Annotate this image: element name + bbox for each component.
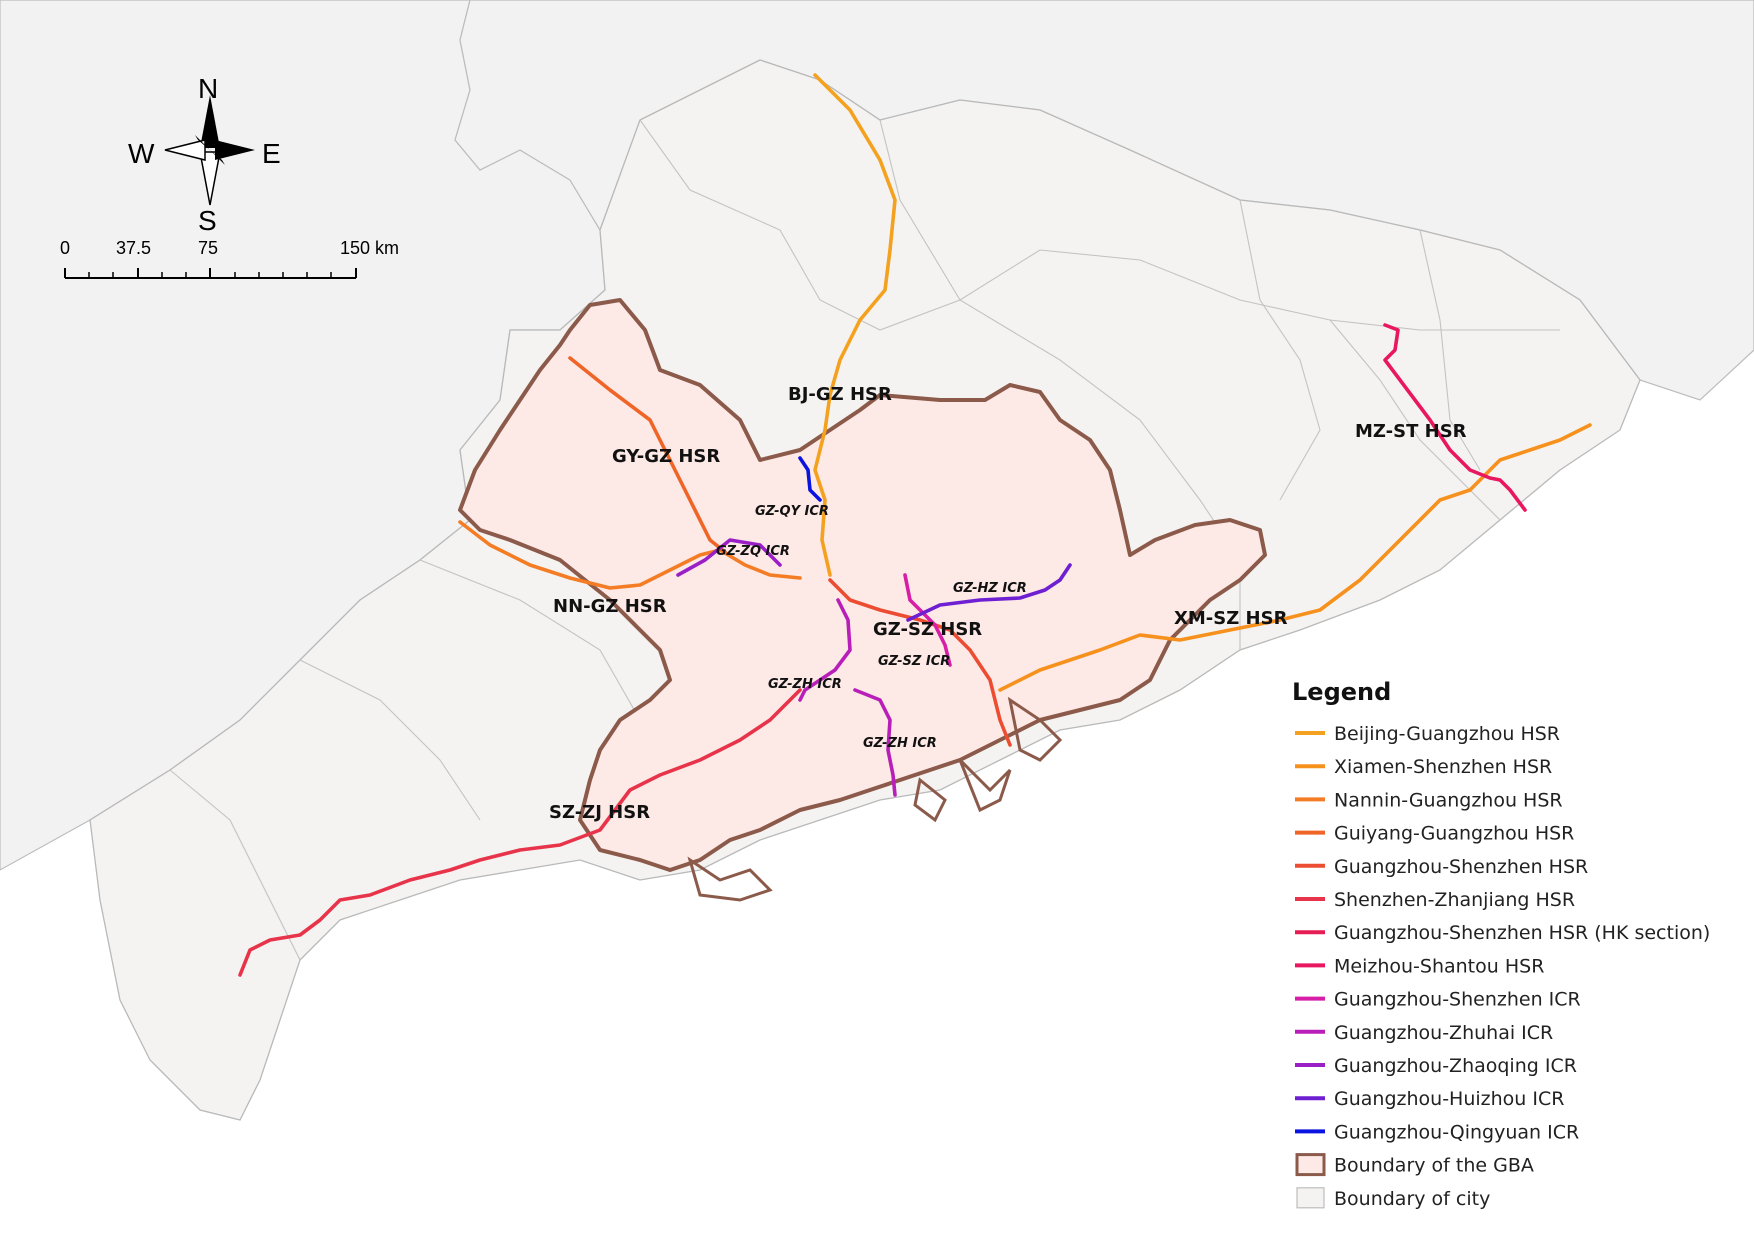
city-boundary	[1419, 229, 1481, 471]
legend-label: Xiamen-Shenzhen HSR	[1334, 756, 1552, 778]
legend-label: Guangzhou-Zhuhai ICR	[1334, 1022, 1553, 1044]
legend-label: Boundary of city	[1334, 1188, 1490, 1210]
legend-item: Xiamen-Shenzhen HSR	[1295, 756, 1552, 778]
label-sz-zj-hsr: SZ-ZJ HSR	[549, 802, 650, 823]
rail-labels: BJ-GZ HSR GY-GZ HSR NN-GZ HSR GZ-SZ HSR …	[549, 384, 1467, 823]
compass-diag	[210, 150, 225, 165]
city-boundary	[879, 119, 1141, 421]
legend-item: Beijing-Guangzhou HSR	[1295, 723, 1560, 745]
gz-zq-icr-line	[676, 538, 782, 577]
xm-sz-hsr-line	[998, 423, 1592, 692]
city-boundary	[1039, 249, 1560, 331]
bj-gz-hsr-line	[813, 73, 897, 577]
legend-label: Beijing-Guangzhou HSR	[1334, 723, 1560, 745]
legend-item: Guangzhou-Zhuhai ICR	[1295, 1022, 1553, 1044]
legend-item: Shenzhen-Zhanjiang HSR	[1295, 889, 1575, 911]
legend-item: Meizhou-Shantou HSR	[1295, 955, 1544, 977]
gz-qy-icr-line	[798, 456, 822, 502]
legend-label: Guangzhou-Qingyuan ICR	[1334, 1121, 1579, 1143]
legend: Legend Beijing-Guangzhou HSR Xiamen-Shenz…	[1292, 678, 1710, 1210]
compass-south-point	[199, 151, 221, 206]
legend-swatch-gba	[1295, 1153, 1326, 1177]
legend-label: Guangzhou-Shenzhen ICR	[1334, 989, 1581, 1011]
compass-w: W	[128, 138, 155, 169]
scale-label-0: 0	[60, 238, 70, 258]
gba-island	[687, 856, 773, 902]
sz-zj-hsr-line	[238, 688, 802, 977]
scale-label-75: 75	[198, 238, 218, 258]
legend-label: Guiyang-Guangzhou HSR	[1334, 823, 1574, 845]
legend-item: Guangzhou-Shenzhen HSR (HK section)	[1295, 922, 1710, 944]
nn-gz-hsr-line	[458, 520, 802, 590]
legend-item: Guangzhou-Shenzhen HSR	[1295, 856, 1588, 878]
legend-label: Guangzhou-Huizhou ICR	[1334, 1088, 1564, 1110]
label-gz-hz-icr: GZ-HZ ICR	[953, 581, 1027, 596]
gba-island	[913, 777, 947, 823]
legend-item: Guangzhou-Huizhou ICR	[1295, 1088, 1564, 1110]
compass-n: N	[198, 73, 218, 104]
label-mz-st-hsr: MZ-ST HSR	[1355, 421, 1467, 442]
label-gz-sz-hsr: GZ-SZ HSR	[873, 619, 982, 640]
label-xm-sz-hsr: XM-SZ HSR	[1174, 608, 1288, 629]
gz-sz-hsr-line	[828, 578, 1012, 747]
scale-bar: 0 37.5 75 150 km	[60, 238, 399, 279]
label-bj-gz-hsr: BJ-GZ HSR	[788, 384, 892, 405]
north-arrow: N S E W	[128, 73, 281, 236]
legend-item: Boundary of city	[1296, 1187, 1490, 1210]
compass-e: E	[262, 138, 281, 169]
legend-item: Guiyang-Guangzhou HSR	[1295, 823, 1574, 845]
legend-item: Boundary of the GBA	[1295, 1153, 1534, 1177]
label-gz-qy-icr: GZ-QY ICR	[755, 504, 829, 519]
legend-swatch-city	[1296, 1187, 1325, 1209]
gz-zh-icr-line	[798, 598, 852, 702]
city-boundary	[419, 559, 641, 721]
legend-item: Guangzhou-Qingyuan ICR	[1295, 1121, 1579, 1143]
label-gz-zh-icr-2: GZ-ZH ICR	[863, 736, 937, 751]
city-boundary	[169, 769, 301, 961]
legend-label: Guangzhou-Zhaoqing ICR	[1334, 1055, 1577, 1077]
label-gz-zq-icr: GZ-ZQ ICR	[716, 544, 790, 559]
compass-s: S	[198, 205, 217, 236]
city-boundary	[299, 659, 481, 821]
legend-label: Nannin-Guangzhou HSR	[1334, 789, 1563, 811]
scale-label-37-5: 37.5	[116, 238, 151, 258]
label-gz-zh-icr-1: GZ-ZH ICR	[768, 677, 842, 692]
gba-island	[1007, 696, 1063, 762]
legend-item: Nannin-Guangzhou HSR	[1295, 789, 1563, 811]
legend-label: Boundary of the GBA	[1334, 1155, 1534, 1177]
gz-zh-icr-line-branch	[853, 688, 897, 797]
compass-east-point	[215, 140, 255, 160]
legend-item: Guangzhou-Shenzhen ICR	[1295, 989, 1581, 1011]
gy-gz-hsr-line	[568, 356, 727, 554]
label-gz-sz-icr: GZ-SZ ICR	[878, 654, 950, 669]
legend-item: Guangzhou-Zhaoqing ICR	[1295, 1055, 1577, 1077]
gz-sz-icr-line	[903, 573, 952, 667]
legend-label: Guangzhou-Shenzhen HSR	[1334, 856, 1588, 878]
city-boundary	[1239, 199, 1321, 501]
compass-diag	[195, 135, 210, 150]
scale-label-150: 150 km	[340, 238, 399, 258]
gba-island	[958, 758, 1012, 813]
legend-label: Shenzhen-Zhanjiang HSR	[1334, 889, 1575, 911]
legend-label: Guangzhou-Shenzhen HSR (HK section)	[1334, 922, 1710, 944]
rail-lines	[238, 73, 1592, 977]
gz-hz-icr-line	[906, 563, 1072, 622]
compass-north-point	[200, 95, 220, 148]
label-gy-gz-hsr: GY-GZ HSR	[612, 446, 720, 467]
legend-label: Meizhou-Shantou HSR	[1334, 955, 1544, 977]
city-boundary	[1329, 319, 1501, 521]
legend-title: Legend	[1292, 678, 1391, 706]
compass-west-point	[164, 139, 206, 161]
label-nn-gz-hsr: NN-GZ HSR	[553, 596, 667, 617]
mz-st-hsr-line	[1383, 323, 1527, 512]
